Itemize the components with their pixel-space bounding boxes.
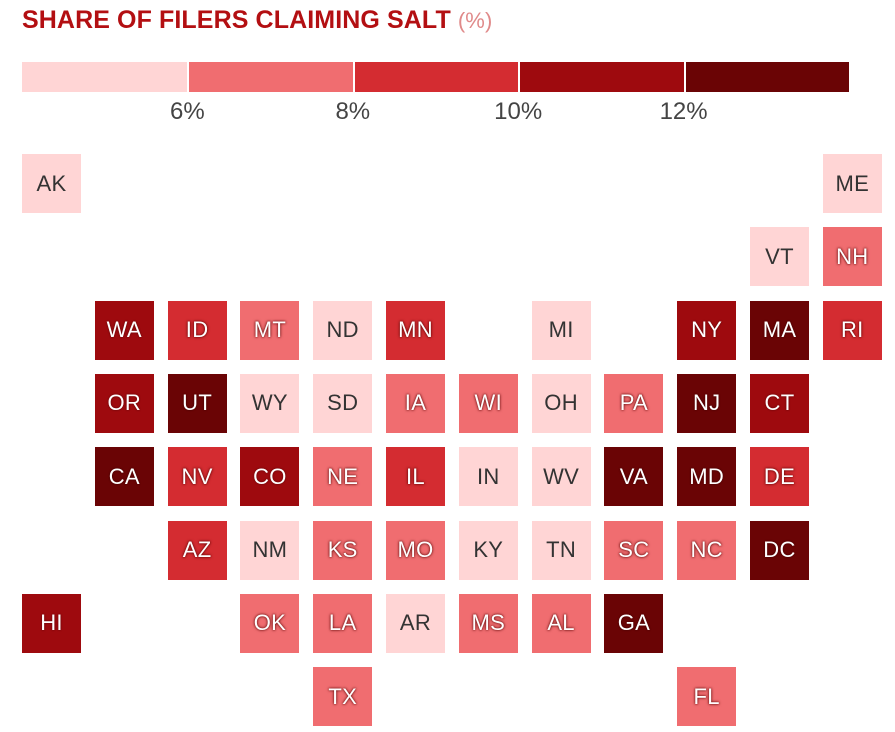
title-unit: (%) [457, 8, 493, 33]
state-tile-in: IN [458, 447, 518, 507]
legend-tick-label: 6% [170, 98, 205, 125]
state-tile-hi: HI [22, 593, 81, 653]
state-tile-la: LA [313, 593, 373, 653]
state-tile-dc: DC [750, 520, 809, 580]
state-tile-wi: WI [458, 373, 518, 433]
legend-tick-label: 12% [659, 98, 708, 125]
state-tile-ok: OK [240, 593, 300, 653]
state-tile-sc: SC [604, 520, 664, 580]
state-tile-me: ME [822, 154, 882, 213]
legend-swatch [685, 62, 849, 92]
state-tile-ar: AR [386, 593, 445, 653]
state-tile-wa: WA [94, 300, 154, 360]
state-tile-sd: SD [313, 373, 373, 433]
state-tile-nc: NC [677, 520, 737, 580]
state-tile-id: ID [167, 300, 227, 360]
state-tile-wv: WV [531, 447, 591, 507]
state-tile-tn: TN [531, 520, 591, 580]
state-tile-ms: MS [458, 593, 518, 653]
state-tile-co: CO [240, 447, 300, 507]
state-tile-nv: NV [167, 447, 227, 507]
state-tile-ca: CA [94, 447, 154, 507]
state-tile-de: DE [750, 447, 809, 507]
state-tile-nj: NJ [677, 373, 737, 433]
state-tile-az: AZ [167, 520, 227, 580]
title-text: SHARE OF FILERS CLAIMING SALT [22, 6, 451, 34]
state-tile-or: OR [94, 373, 154, 433]
state-tile-fl: FL [677, 667, 737, 727]
state-tile-ne: NE [313, 447, 373, 507]
chart-title: SHARE OF FILERS CLAIMING SALT (%) [22, 6, 492, 35]
state-tile-al: AL [531, 593, 591, 653]
state-tile-ma: MA [750, 300, 809, 360]
state-tile-mn: MN [386, 300, 445, 360]
state-tile-md: MD [677, 447, 737, 507]
legend-swatch [354, 62, 519, 92]
state-tile-oh: OH [531, 373, 591, 433]
state-tile-ky: KY [458, 520, 518, 580]
state-tile-wy: WY [240, 373, 300, 433]
state-tile-vt: VT [750, 227, 809, 287]
state-tile-ks: KS [313, 520, 373, 580]
state-tile-ut: UT [167, 373, 227, 433]
state-tile-tx: TX [313, 667, 373, 727]
state-tile-ak: AK [22, 154, 81, 213]
legend-tick-label: 10% [494, 98, 543, 125]
legend-swatch [189, 62, 353, 92]
state-tile-mo: MO [386, 520, 445, 580]
legend-swatch [520, 62, 684, 92]
state-tile-va: VA [604, 447, 664, 507]
state-tile-mi: MI [531, 300, 591, 360]
state-tile-ri: RI [822, 300, 882, 360]
state-tile-ia: IA [386, 373, 445, 433]
state-tile-pa: PA [604, 373, 664, 433]
state-tile-ny: NY [677, 300, 737, 360]
state-tile-nd: ND [313, 300, 373, 360]
state-tile-mt: MT [240, 300, 300, 360]
legend-swatch [22, 62, 188, 92]
state-tile-nh: NH [822, 227, 882, 287]
color-legend [22, 62, 849, 92]
state-tile-nm: NM [240, 520, 300, 580]
state-tile-ga: GA [604, 593, 664, 653]
state-tile-il: IL [386, 447, 445, 507]
state-tile-ct: CT [750, 373, 809, 433]
legend-tick-label: 8% [335, 98, 371, 125]
